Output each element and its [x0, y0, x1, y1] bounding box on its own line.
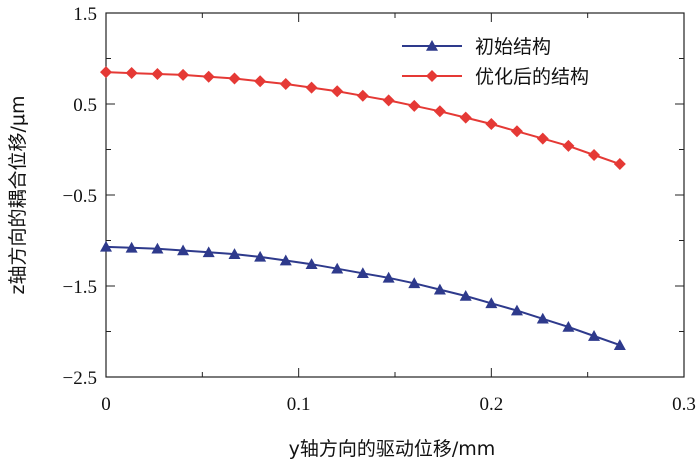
data-point — [125, 67, 138, 80]
data-point — [356, 267, 369, 279]
data-point — [279, 254, 292, 266]
y-tick-label: 0.5 — [73, 95, 97, 116]
x-tick-label: 0.2 — [479, 394, 503, 415]
axis-ticks — [106, 13, 684, 377]
legend-item: 优化后的结构 — [402, 66, 589, 88]
data-point — [382, 94, 395, 107]
data-point — [485, 297, 498, 309]
legend-label: 初始结构 — [475, 36, 551, 58]
y-tick-label: 1.5 — [73, 4, 97, 25]
y-tick-label: −1.5 — [63, 277, 97, 298]
data-point — [536, 132, 549, 145]
data-point — [562, 320, 575, 332]
data-point — [151, 67, 164, 80]
data-point — [613, 339, 626, 350]
data-point — [305, 81, 318, 94]
plot-frame — [105, 12, 685, 378]
data-point — [382, 271, 395, 283]
data-point — [588, 330, 601, 341]
legend-marker — [426, 70, 438, 82]
data-point — [254, 75, 267, 88]
data-point — [254, 250, 267, 262]
data-point — [510, 125, 523, 138]
legend-label: 优化后的结构 — [475, 66, 589, 88]
data-point — [433, 283, 446, 295]
data-point — [228, 72, 241, 85]
data-point — [279, 77, 292, 90]
data-point — [459, 290, 472, 301]
y-tick-label: −0.5 — [63, 186, 97, 207]
data-point — [408, 277, 421, 289]
data-point — [100, 240, 112, 252]
tick-labels: 0 0.1 0.2 0.3 1.5 0.5 −0.5 −1.5 −2.5 — [63, 4, 696, 415]
data-point — [305, 258, 318, 269]
data-point — [331, 85, 344, 98]
x-tick-label: 0.1 — [287, 394, 311, 415]
legend-item: 初始结构 — [402, 36, 551, 58]
data-point — [433, 105, 446, 118]
data-point — [613, 158, 626, 171]
data-point — [228, 248, 241, 259]
data-point — [177, 244, 190, 256]
x-axis-title: y轴方向的驱动位移/mm — [289, 438, 496, 460]
series-1 — [100, 240, 626, 350]
data-point — [151, 242, 164, 254]
series-layer — [100, 66, 626, 350]
data-point — [202, 70, 215, 83]
data-point — [510, 304, 523, 316]
series-line — [105, 245, 621, 347]
legend-marker — [426, 40, 438, 51]
y-tick-label: −2.5 — [63, 368, 97, 389]
data-point — [331, 262, 344, 274]
data-point — [536, 312, 549, 324]
data-point — [100, 66, 112, 79]
data-point — [177, 68, 190, 81]
data-point — [125, 241, 138, 253]
data-point — [356, 89, 369, 102]
data-point — [459, 111, 472, 124]
y-axis-title: z轴方向的耦合位移/μm — [7, 96, 29, 295]
data-point — [485, 118, 498, 131]
data-point — [588, 148, 601, 161]
data-point — [562, 139, 575, 152]
x-tick-label: 0.3 — [672, 394, 696, 415]
data-point — [202, 246, 215, 258]
x-tick-label: 0 — [101, 394, 111, 415]
data-point — [408, 99, 421, 112]
series-2 — [100, 66, 626, 171]
